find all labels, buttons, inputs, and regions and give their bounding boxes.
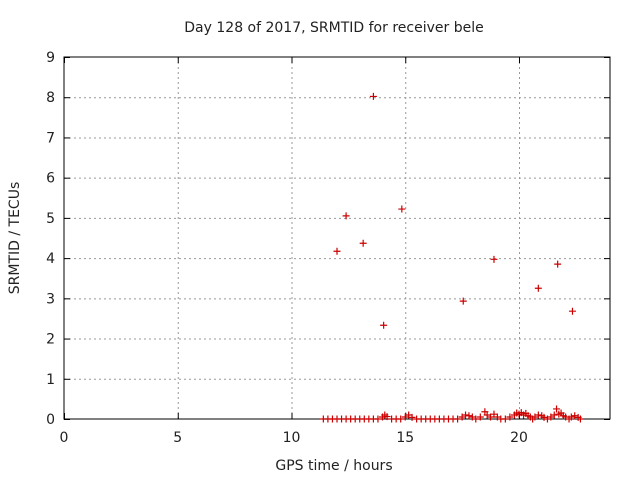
series-srmtid [319,92,584,423]
data-point [568,307,576,315]
data-point [472,415,480,423]
x-tick-label: 20 [510,430,528,446]
data-point [550,411,558,419]
data-point [534,411,542,419]
x-axis-label: GPS time / hours [275,458,392,474]
data-point [359,239,367,247]
data-point [369,92,377,100]
y-tick-label: 3 [46,291,55,307]
y-tick-label: 9 [46,50,55,66]
grid [64,57,610,419]
data-point [540,413,548,421]
data-point [567,413,575,421]
data-point [506,413,514,421]
data-point [333,247,341,255]
y-tick-label: 6 [46,171,55,187]
y-axis-label: SRMTID / TECUs [7,182,23,295]
data-point [462,411,470,419]
y-tick-label: 8 [46,90,55,106]
data-point [397,415,405,423]
y-tick-label: 7 [46,130,55,146]
x-tick-label: 5 [173,430,182,446]
data-point [383,413,391,421]
data-point [553,405,561,413]
chart-title: Day 128 of 2017, SRMTID for receiver bel… [184,20,483,36]
data-point [408,413,416,421]
data-point [380,321,388,329]
data-point [465,412,473,420]
data-point [342,212,350,220]
x-axis: 0 5 10 15 20 [60,57,528,446]
data-point [576,415,584,423]
y-tick-label: 2 [46,332,55,348]
data-point [398,205,406,213]
data-point [501,415,509,423]
y-axis: 0 1 2 3 4 5 6 7 8 9 [46,50,610,428]
y-tick-label: 1 [46,372,55,388]
data-point [490,255,498,263]
y-tick-label: 4 [46,251,55,267]
x-tick-label: 0 [60,430,69,446]
x-tick-label: 15 [396,430,414,446]
y-tick-label: 5 [46,211,55,227]
y-tick-label: 0 [46,412,55,428]
data-point [534,284,542,292]
plot-frame [63,56,611,420]
data-point [459,297,467,305]
data-point [571,412,579,420]
x-tick-label: 10 [283,430,301,446]
data-point [374,415,382,423]
data-point [476,413,484,421]
data-point [554,260,562,268]
data-point [454,415,462,423]
